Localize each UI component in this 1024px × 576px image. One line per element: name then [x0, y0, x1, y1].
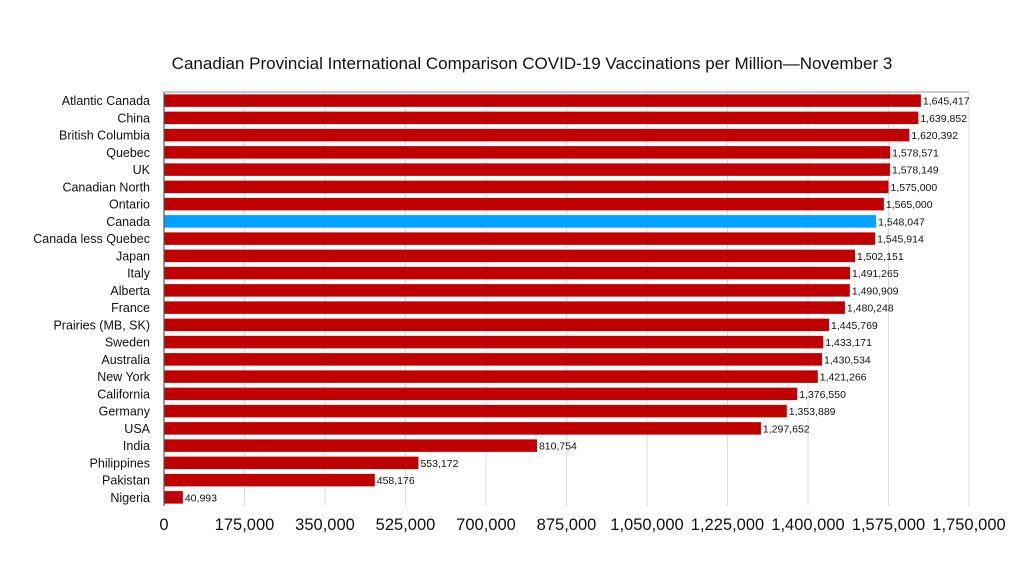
- data-label: 1,490,909: [852, 285, 899, 297]
- category-label: Philippines: [90, 456, 150, 470]
- bar: [164, 456, 419, 470]
- data-label: 1,620,392: [911, 130, 958, 142]
- category-label: Atlantic Canada: [62, 94, 150, 108]
- data-label: 1,353,889: [789, 406, 836, 418]
- category-label: Canada: [106, 215, 150, 229]
- x-tick-label: 700,000: [456, 516, 516, 534]
- data-label: 810,754: [539, 441, 577, 453]
- x-tick-label: 1,225,000: [691, 516, 764, 534]
- bar: [164, 491, 183, 504]
- data-label: 1,639,852: [920, 113, 967, 125]
- bar: [164, 473, 375, 487]
- x-tick-label: 525,000: [376, 516, 436, 534]
- data-label: 1,548,047: [878, 216, 925, 228]
- x-tick-label: 1,750,000: [932, 516, 1005, 534]
- bar: [164, 301, 845, 314]
- bar: [164, 215, 877, 228]
- bar: [164, 387, 798, 401]
- category-label: Sweden: [105, 336, 150, 350]
- category-label: California: [97, 387, 150, 401]
- data-label: 1,376,550: [799, 389, 846, 401]
- x-tick-label: 1,575,000: [852, 516, 925, 534]
- category-label: Nigeria: [110, 491, 150, 505]
- category-label: France: [111, 301, 150, 315]
- category-label: Canada less Quebec: [33, 232, 150, 246]
- data-label: 1,645,417: [923, 96, 970, 108]
- bar: [164, 335, 824, 349]
- bar: [164, 232, 876, 245]
- bar: [164, 422, 761, 435]
- data-label: 1,565,000: [886, 199, 933, 211]
- data-label: 1,502,151: [857, 251, 904, 263]
- bar: [164, 128, 910, 142]
- data-label: 553,172: [420, 458, 458, 470]
- category-label: India: [123, 439, 150, 453]
- chart-title: Canadian Provincial International Compar…: [171, 54, 893, 73]
- category-label: Alberta: [110, 284, 150, 298]
- bar: [164, 163, 890, 176]
- category-label: China: [117, 111, 150, 125]
- data-label: 1,575,000: [891, 182, 938, 194]
- category-label: Ontario: [109, 198, 150, 212]
- x-tick-label: 175,000: [215, 516, 275, 534]
- data-label: 1,578,149: [892, 165, 939, 177]
- bar: [164, 249, 855, 263]
- category-label: Japan: [116, 249, 150, 263]
- category-label: Australia: [101, 353, 150, 367]
- x-tick-label: 1,050,000: [610, 516, 683, 534]
- bar: [164, 180, 889, 194]
- category-label: New York: [97, 370, 151, 384]
- data-label: 1,297,652: [763, 423, 810, 435]
- bar: [164, 94, 921, 107]
- category-label: Quebec: [106, 146, 150, 160]
- x-tick-label: 350,000: [295, 516, 355, 534]
- data-label: 1,480,248: [847, 303, 894, 315]
- bar: [164, 111, 919, 125]
- bar: [164, 318, 830, 332]
- x-tick-label: 0: [159, 516, 168, 534]
- category-label: British Columbia: [59, 129, 150, 143]
- bar: [164, 266, 850, 280]
- data-label: 1,445,769: [831, 320, 878, 332]
- bar: [164, 370, 818, 383]
- data-label: 1,545,914: [877, 234, 924, 246]
- category-label: Prairies (MB, SK): [53, 318, 150, 332]
- data-label: 1,430,534: [824, 354, 871, 366]
- bar: [164, 404, 787, 418]
- data-label: 1,421,266: [820, 372, 867, 384]
- bar: [164, 439, 537, 452]
- category-label: USA: [124, 422, 150, 436]
- category-label: Pakistan: [102, 474, 150, 488]
- bar: [164, 353, 823, 366]
- x-tick-label: 875,000: [537, 516, 597, 534]
- x-tick-label: 1,400,000: [771, 516, 844, 534]
- category-label: Italy: [127, 267, 151, 281]
- category-label: Canadian North: [62, 180, 150, 194]
- bar: [164, 197, 884, 211]
- category-label: UK: [133, 163, 151, 177]
- bar: [164, 284, 850, 297]
- data-label: 1,433,171: [825, 337, 872, 349]
- data-label: 40,993: [185, 492, 217, 504]
- data-label: 458,176: [377, 475, 415, 487]
- data-label: 1,491,265: [852, 268, 899, 280]
- category-label: Germany: [99, 405, 151, 419]
- data-label: 1,578,571: [892, 147, 939, 159]
- bar: [164, 146, 891, 159]
